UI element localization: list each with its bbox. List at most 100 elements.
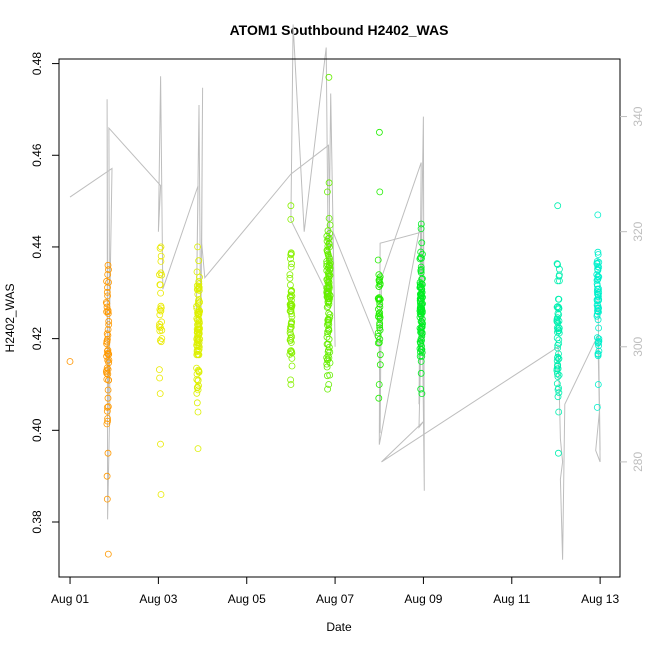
data-point (104, 261, 112, 269)
data-point (594, 350, 602, 358)
data-point (194, 408, 202, 416)
data-point (104, 331, 112, 339)
data-point (555, 384, 562, 392)
data-point (376, 312, 384, 320)
data-point (323, 262, 331, 270)
data-point (288, 260, 296, 268)
y2-tick-label: 300 (631, 336, 645, 356)
data-point (554, 202, 562, 210)
data-point (554, 353, 562, 361)
data-point (553, 380, 561, 388)
data-point (103, 288, 111, 296)
data-point (105, 266, 112, 274)
data-point (288, 292, 296, 300)
data-point (288, 362, 296, 370)
data-point (593, 276, 601, 284)
data-point (155, 366, 163, 374)
x-axis-label: Date (326, 620, 352, 634)
data-point (194, 297, 202, 305)
data-point (103, 300, 111, 308)
cluster-9 (593, 211, 603, 411)
cluster-0 (66, 358, 74, 365)
data-point (418, 332, 426, 340)
data-point (194, 350, 202, 358)
data-point (376, 275, 384, 283)
data-point (376, 351, 384, 359)
data-point (105, 350, 112, 358)
y-tick-label: 0.44 (30, 235, 44, 259)
data-point (157, 302, 165, 310)
data-point (104, 415, 111, 422)
data-point (418, 322, 426, 330)
data-point (287, 339, 295, 346)
data-point (326, 262, 334, 269)
data-point (156, 320, 164, 328)
data-point (594, 248, 602, 256)
x-tick-label: Aug 05 (228, 592, 266, 606)
data-point (594, 304, 601, 312)
data-point (286, 326, 294, 333)
data-point (418, 239, 426, 247)
data-point (554, 261, 561, 268)
data-point (417, 326, 425, 334)
data-point (375, 305, 382, 313)
data-point (323, 303, 331, 311)
data-point (594, 211, 602, 219)
plot-area (66, 24, 603, 560)
data-point (157, 257, 165, 265)
data-point (195, 339, 203, 347)
data-point (286, 274, 294, 282)
cluster-8 (553, 202, 563, 457)
data-point (375, 394, 383, 402)
data-point (417, 254, 424, 262)
data-point (594, 263, 602, 270)
data-point (194, 300, 202, 308)
data-point (323, 246, 331, 254)
data-point (554, 341, 562, 349)
cluster-7 (416, 220, 426, 398)
data-point (104, 394, 112, 402)
data-point (555, 295, 562, 303)
data-point (325, 283, 332, 291)
secondary-series-line (69, 24, 601, 560)
data-point (325, 239, 333, 247)
data-point (103, 347, 111, 355)
data-point (193, 376, 201, 383)
data-point (553, 318, 561, 326)
y2-tick-label: 280 (631, 452, 645, 472)
data-point (418, 315, 426, 323)
data-point (323, 188, 331, 196)
data-point (594, 381, 602, 388)
data-point (157, 252, 165, 260)
data-point (595, 342, 602, 350)
data-point (325, 179, 333, 187)
data-point (325, 381, 333, 388)
data-point (555, 304, 563, 312)
data-point (595, 285, 603, 293)
data-point (326, 311, 334, 319)
data-point (158, 326, 166, 334)
data-point (325, 321, 333, 328)
data-point (375, 296, 383, 304)
data-point (104, 550, 112, 558)
data-point (156, 374, 164, 382)
data-point (375, 278, 383, 286)
x-tick-label: Aug 03 (139, 592, 177, 606)
y-tick-label: 0.38 (30, 510, 44, 534)
data-point (155, 323, 163, 331)
data-point (195, 345, 203, 353)
data-point (157, 269, 165, 277)
data-point (193, 335, 201, 343)
data-point (375, 271, 383, 279)
data-point (104, 335, 111, 343)
data-point (157, 338, 165, 346)
data-point (325, 214, 333, 222)
data-point (554, 303, 562, 310)
data-point (288, 310, 295, 318)
y-axis-label: H2402_WAS (3, 284, 17, 353)
data-point (104, 449, 112, 457)
data-point (375, 294, 383, 302)
data-point (594, 316, 602, 324)
